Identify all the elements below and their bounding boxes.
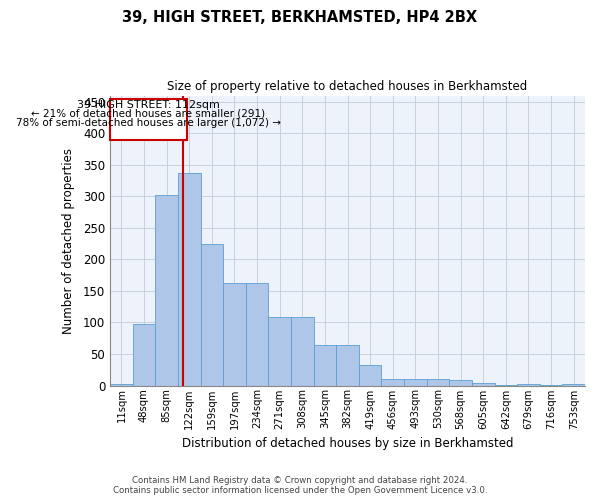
Text: 39, HIGH STREET, BERKHAMSTED, HP4 2BX: 39, HIGH STREET, BERKHAMSTED, HP4 2BX bbox=[122, 10, 478, 25]
Bar bbox=[291, 318, 314, 386]
Y-axis label: Number of detached properties: Number of detached properties bbox=[62, 148, 74, 334]
Bar bbox=[155, 194, 178, 386]
Bar bbox=[268, 318, 291, 386]
Bar bbox=[494, 385, 517, 386]
FancyBboxPatch shape bbox=[110, 98, 187, 140]
X-axis label: Distribution of detached houses by size in Berkhamsted: Distribution of detached houses by size … bbox=[182, 437, 513, 450]
Bar bbox=[404, 379, 427, 386]
Bar bbox=[200, 244, 223, 386]
Text: 39 HIGH STREET: 112sqm: 39 HIGH STREET: 112sqm bbox=[77, 100, 220, 110]
Bar bbox=[359, 364, 382, 386]
Bar bbox=[382, 378, 404, 386]
Bar bbox=[449, 380, 472, 386]
Bar bbox=[540, 385, 562, 386]
Text: ← 21% of detached houses are smaller (291): ← 21% of detached houses are smaller (29… bbox=[31, 109, 265, 119]
Bar bbox=[314, 344, 336, 386]
Bar bbox=[427, 379, 449, 386]
Bar bbox=[110, 384, 133, 386]
Bar bbox=[223, 283, 246, 386]
Bar bbox=[246, 283, 268, 386]
Text: Contains HM Land Registry data © Crown copyright and database right 2024.
Contai: Contains HM Land Registry data © Crown c… bbox=[113, 476, 487, 495]
Bar bbox=[517, 384, 540, 386]
Bar bbox=[472, 383, 494, 386]
Bar bbox=[133, 324, 155, 386]
Bar bbox=[336, 344, 359, 386]
Text: 78% of semi-detached houses are larger (1,072) →: 78% of semi-detached houses are larger (… bbox=[16, 118, 281, 128]
Bar bbox=[562, 384, 585, 386]
Title: Size of property relative to detached houses in Berkhamsted: Size of property relative to detached ho… bbox=[167, 80, 527, 93]
Bar bbox=[178, 173, 200, 386]
